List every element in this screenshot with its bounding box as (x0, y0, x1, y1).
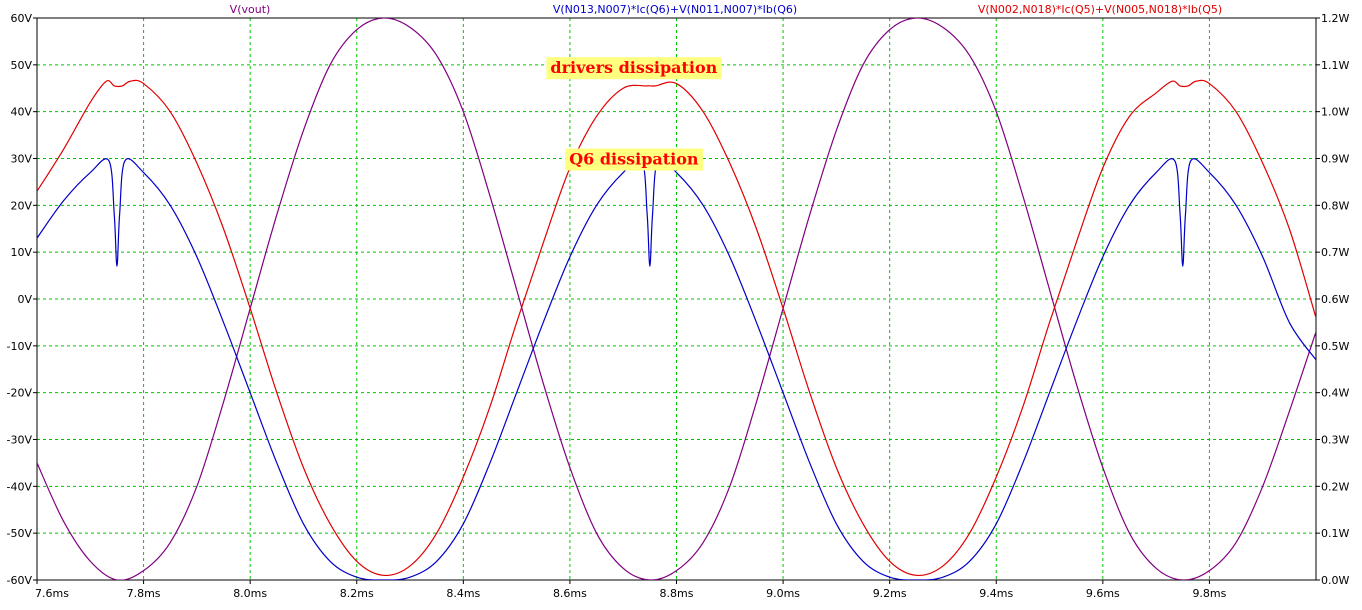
y-left-tick-label: 10V (10, 246, 32, 259)
y-right-tick-label: 0.6W (1321, 293, 1349, 306)
annotation-drivers-dissipation: drivers dissipation (546, 57, 722, 80)
y-right-tick-label: 0.3W (1321, 434, 1349, 447)
x-tick-label: 9.6ms (1086, 587, 1120, 600)
x-tick-label: 9.4ms (979, 587, 1013, 600)
x-tick-label: 8.4ms (446, 587, 480, 600)
annotation-text: Q6 dissipation (569, 150, 699, 169)
x-tick-label: 7.6ms (35, 587, 69, 600)
x-tick-label: 7.8ms (127, 587, 161, 600)
x-tick-label: 9.2ms (873, 587, 907, 600)
legend-vout: V(vout) (230, 3, 271, 16)
y-left-tick-label: -50V (7, 527, 33, 540)
annotation-box (565, 148, 703, 171)
y-left-tick-label: -30V (7, 434, 33, 447)
x-tick-label: 8.6ms (553, 587, 587, 600)
x-tick-label: 9.8ms (1192, 587, 1226, 600)
y-left-tick-label: 60V (10, 12, 32, 25)
legend-q5-dissipation: V(N002,N018)*Ic(Q5)+V(N005,N018)*Ib(Q5) (978, 3, 1222, 16)
annotation-text: drivers dissipation (550, 58, 717, 77)
y-left-tick-label: 0V (17, 293, 32, 306)
y-right-tick-label: 0.5W (1321, 340, 1349, 353)
y-left-tick-label: -10V (7, 340, 33, 353)
y-right-tick-label: 0.4W (1321, 387, 1349, 400)
y-right-tick-label: 0.8W (1321, 199, 1349, 212)
y-right-tick-label: 1.2W (1321, 12, 1349, 25)
y-right-tick-label: 0.7W (1321, 246, 1349, 259)
x-tick-label: 8.2ms (340, 587, 374, 600)
x-tick-label: 8.8ms (660, 587, 694, 600)
y-left-tick-label: 40V (10, 106, 32, 119)
series-q5-dissipation-line (37, 79, 1316, 577)
legend-q6-dissipation: V(N013,N007)*Ic(Q6)+V(N011,N007)*Ib(Q6) (553, 3, 797, 16)
y-right-tick-label: 1.0W (1321, 106, 1349, 119)
y-left-tick-label: 30V (10, 153, 32, 166)
series-vout-line (37, 18, 1316, 580)
x-tick-label: 8.0ms (233, 587, 267, 600)
series-q6-dissipation-line (37, 158, 1316, 580)
y-right-tick-label: 0.0W (1321, 574, 1349, 587)
y-right-tick-label: 0.9W (1321, 153, 1349, 166)
y-right-tick-label: 1.1W (1321, 59, 1349, 72)
y-left-tick-label: -20V (7, 387, 33, 400)
x-tick-label: 9.0ms (766, 587, 800, 600)
y-left-tick-label: 20V (10, 199, 32, 212)
y-left-tick-label: 50V (10, 59, 32, 72)
y-left-tick-label: -40V (7, 480, 33, 493)
y-left-tick-label: -60V (7, 574, 33, 587)
annotation-q6-dissipation: Q6 dissipation (565, 148, 703, 171)
y-right-tick-label: 0.1W (1321, 527, 1349, 540)
y-right-tick-label: 0.2W (1321, 480, 1349, 493)
annotation-box (546, 57, 722, 80)
